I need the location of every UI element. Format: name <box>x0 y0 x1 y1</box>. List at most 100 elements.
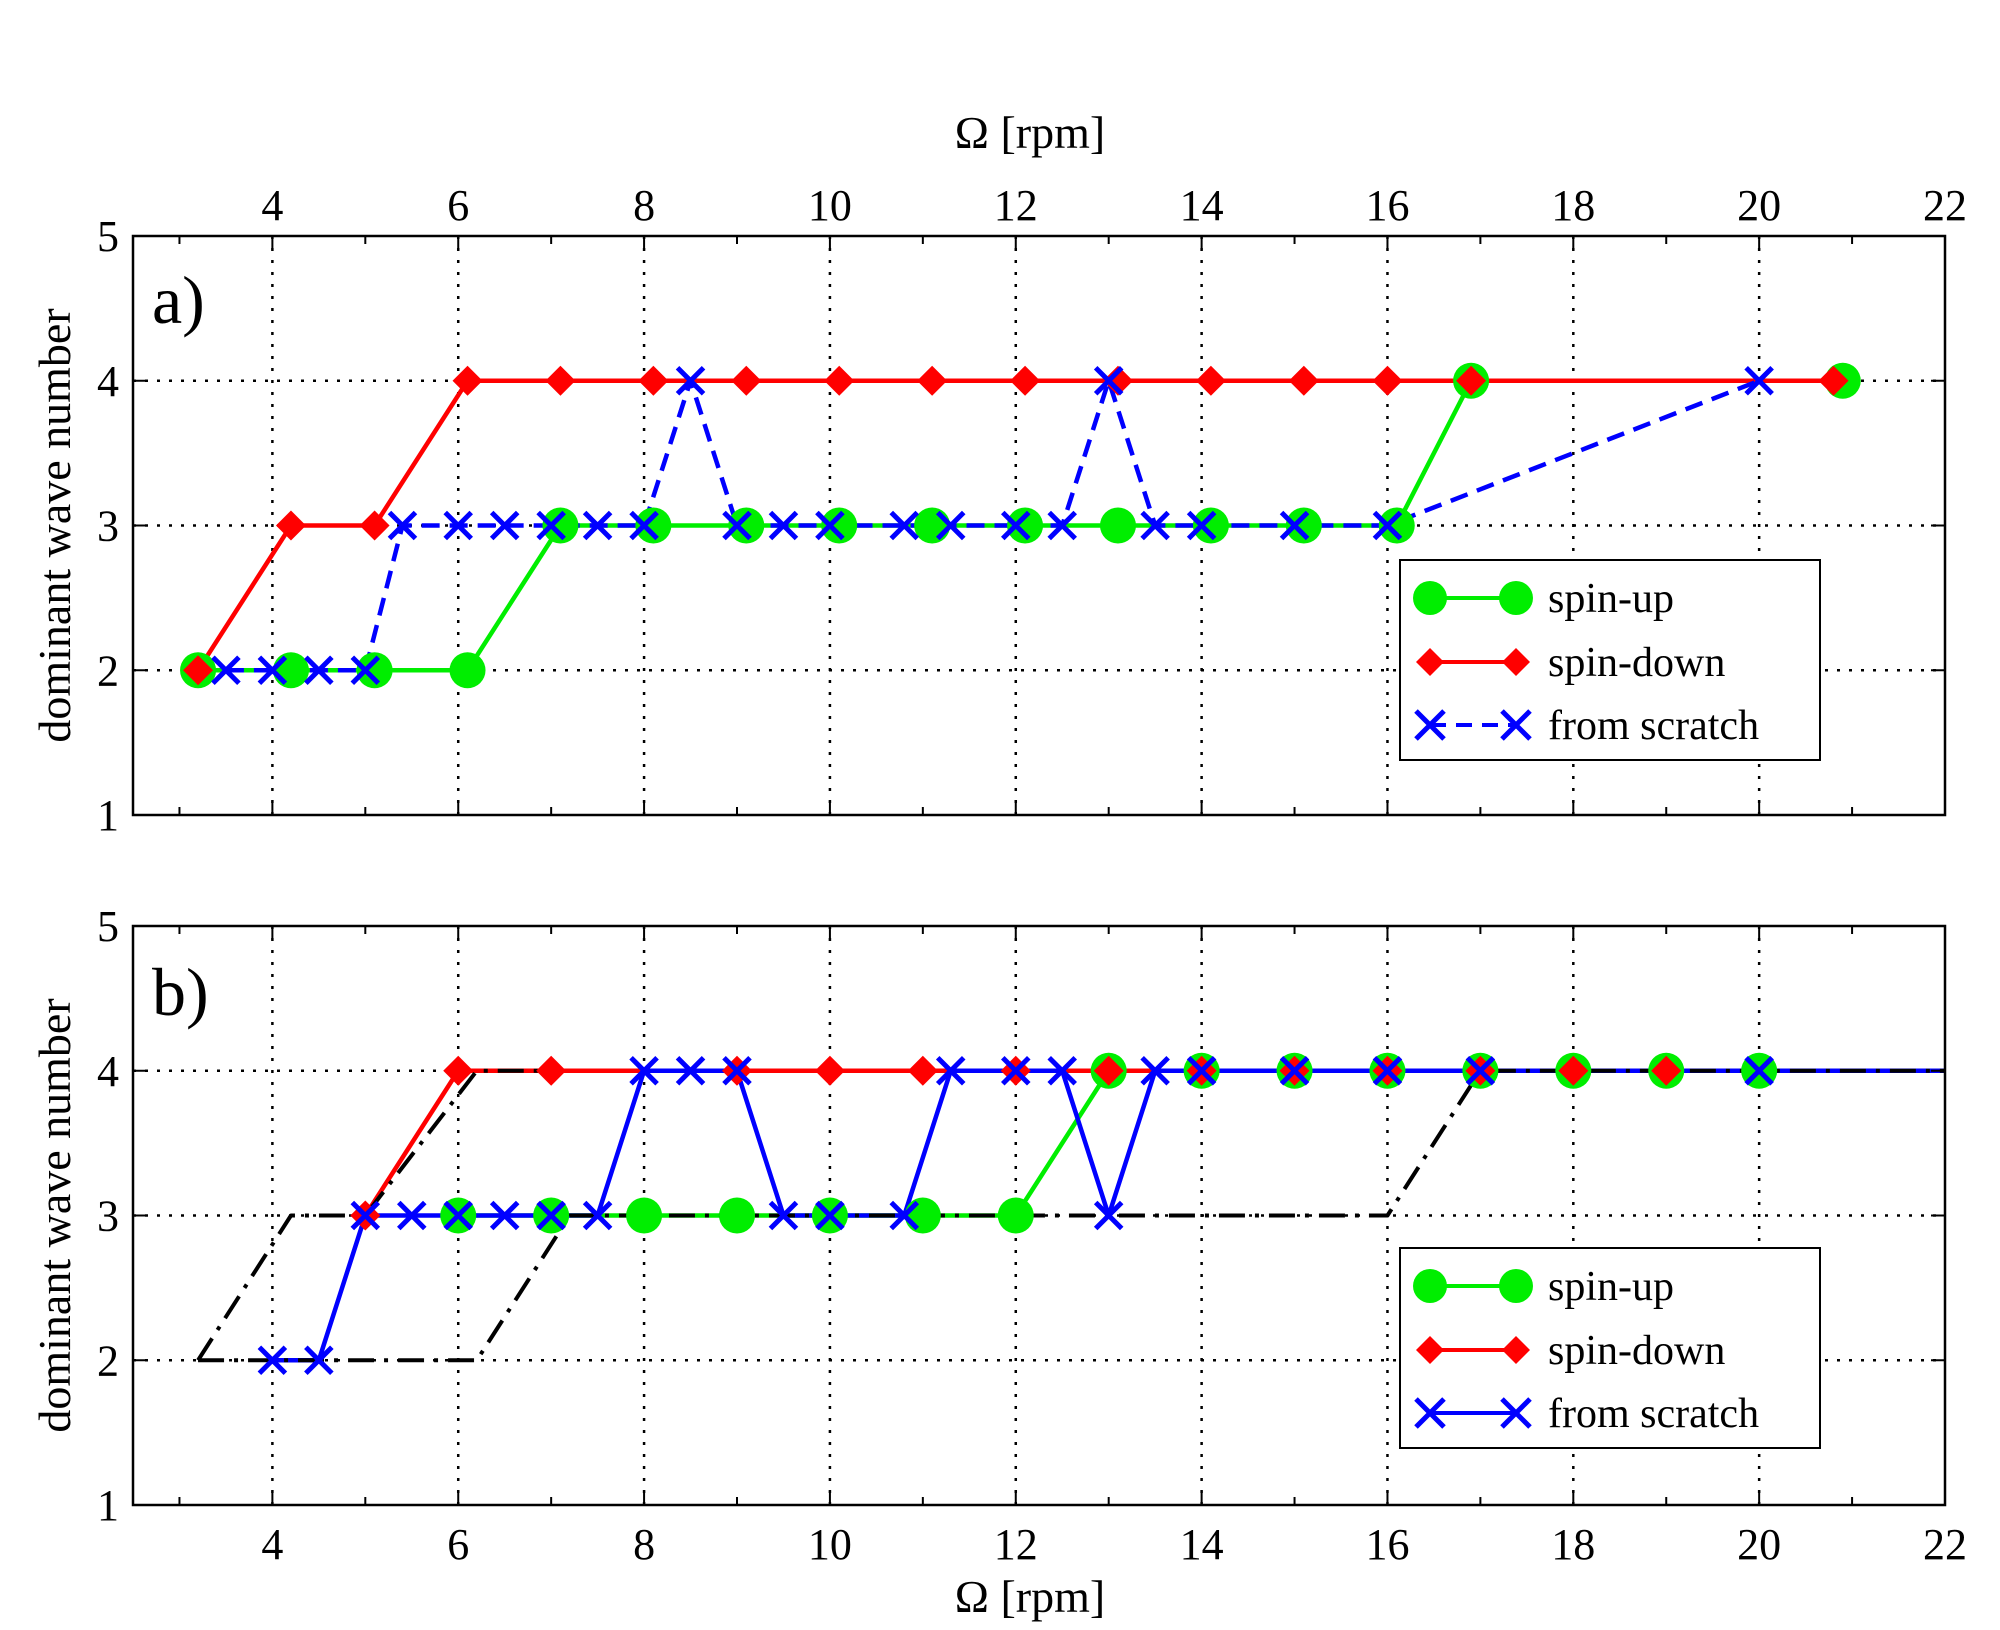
data-point-spin-down <box>917 365 948 396</box>
data-point-spin-down <box>1195 365 1226 396</box>
data-point-spin-up <box>821 507 858 544</box>
x-tick-label: 14 <box>1180 1520 1224 1569</box>
legend-spin-up-marker <box>1413 1269 1447 1303</box>
data-point-from-scratch <box>1744 1055 1774 1086</box>
data-point-from-scratch <box>350 655 381 686</box>
data-point-from-scratch <box>722 1055 752 1086</box>
x-tick-label-top: 18 <box>1551 181 1595 230</box>
data-point-spin-down <box>1288 365 1319 396</box>
data-point-spin-up <box>1378 507 1415 544</box>
y-tick-label: 4 <box>97 357 119 406</box>
data-point-from-scratch <box>536 1200 566 1231</box>
legend-entry-spin-down: spin-down <box>1416 640 1725 686</box>
data-point-spin-down <box>1651 1055 1682 1086</box>
x-tick-label: 4 <box>261 1520 283 1569</box>
y-tick-label: 1 <box>97 791 119 840</box>
data-point-spin-up <box>542 507 579 544</box>
x-tick-label-top: 12 <box>994 181 1038 230</box>
data-point-from-scratch <box>768 510 799 541</box>
data-point-from-scratch <box>1001 1055 1031 1086</box>
bottom-x-axis-title: Ω [rpm] <box>955 1571 1105 1622</box>
legend-spin-down-marker <box>1416 1336 1444 1364</box>
data-point-spin-up <box>719 1197 755 1234</box>
legend-entry-from-scratch: from scratch <box>1414 703 1759 749</box>
data-point-from-scratch <box>629 1055 659 1086</box>
x-tick-label-top: 14 <box>1180 181 1224 230</box>
data-point-spin-up <box>1285 507 1322 544</box>
data-point-from-scratch <box>257 1345 288 1376</box>
legend-label-spin-down: spin-down <box>1548 1328 1725 1374</box>
data-point-from-scratch <box>1186 1055 1217 1086</box>
y-tick-label: 4 <box>97 1047 119 1096</box>
data-point-spin-down <box>359 510 390 541</box>
data-point-from-scratch <box>387 510 418 541</box>
data-point-spin-up <box>626 1197 663 1234</box>
data-point-from-scratch <box>1047 510 1077 541</box>
legend-entry-from-scratch: from scratch <box>1414 1391 1759 1437</box>
y-tick-label: 3 <box>97 1192 119 1241</box>
data-point-spin-down <box>731 365 762 396</box>
data-point-from-scratch <box>397 1200 427 1231</box>
data-point-from-scratch <box>889 1200 920 1231</box>
data-point-from-scratch <box>489 1200 520 1231</box>
data-point-from-scratch <box>1093 1200 1124 1231</box>
y-tick-label: 5 <box>97 212 119 261</box>
legend-from-scratch-marker <box>1414 1397 1446 1429</box>
data-point-spin-down <box>545 365 576 396</box>
y-tick-label: 1 <box>97 1481 119 1530</box>
data-point-spin-up <box>449 652 486 689</box>
data-point-from-scratch <box>815 1200 845 1231</box>
data-point-spin-up <box>272 652 309 689</box>
x-tick-label: 18 <box>1551 1520 1595 1569</box>
data-point-from-scratch <box>257 655 288 686</box>
data-point-from-scratch <box>1279 510 1310 541</box>
legend-entry-spin-down: spin-down <box>1416 1328 1725 1374</box>
data-point-spin-up <box>356 652 393 689</box>
data-point-from-scratch <box>1140 1055 1170 1086</box>
data-point-from-scratch <box>1001 510 1031 541</box>
legend-spin-down-marker <box>1502 1336 1530 1364</box>
data-point-from-scratch <box>1372 1055 1403 1086</box>
y-tick-label: 2 <box>97 646 119 695</box>
data-point-spin-up <box>904 1197 941 1234</box>
legend-spin-up-marker <box>1499 1269 1533 1303</box>
panel-b-y-axis-title: dominant wave number <box>29 998 80 1432</box>
x-tick-label-top: 10 <box>808 181 852 230</box>
legend-spin-down-marker <box>1502 648 1530 676</box>
data-point-from-scratch <box>675 365 706 396</box>
data-point-spin-down <box>1558 1055 1589 1086</box>
series-line-spin-down <box>196 378 1834 672</box>
data-point-from-scratch <box>768 1200 799 1231</box>
x-tick-label-top: 22 <box>1923 181 1967 230</box>
data-point-spin-down <box>638 365 669 396</box>
data-point-from-scratch <box>1140 510 1170 541</box>
legend-spin-down-marker <box>1416 648 1444 676</box>
data-point-from-scratch <box>443 1200 473 1231</box>
data-point-from-scratch <box>1047 1055 1077 1086</box>
data-point-from-scratch <box>935 1055 966 1086</box>
legend-label-spin-up: spin-up <box>1548 576 1674 622</box>
data-point-spin-down <box>907 1055 938 1086</box>
panel-a-y-axis-title: dominant wave number <box>29 308 80 742</box>
x-tick-label: 16 <box>1365 1520 1409 1569</box>
x-tick-label: 22 <box>1923 1520 1967 1569</box>
legend-spin-up-marker <box>1413 581 1447 615</box>
data-point-from-scratch <box>443 510 473 541</box>
x-tick-label-top: 4 <box>261 181 283 230</box>
data-point-spin-up <box>1099 507 1136 544</box>
legend-spin-up-marker <box>1499 581 1533 615</box>
data-point-from-scratch <box>304 655 334 686</box>
data-point-spin-down <box>443 1055 474 1086</box>
y-tick-label: 3 <box>97 502 119 551</box>
data-point-from-scratch <box>1186 510 1217 541</box>
data-point-spin-up <box>997 1197 1034 1234</box>
data-point-spin-down <box>1010 365 1041 396</box>
data-point-from-scratch <box>722 510 752 541</box>
data-point-spin-down <box>1818 365 1849 396</box>
data-point-spin-up <box>1192 507 1229 544</box>
data-point-spin-down <box>1372 365 1403 396</box>
data-point-from-scratch <box>582 510 613 541</box>
panel-b-label: b) <box>152 954 209 1030</box>
